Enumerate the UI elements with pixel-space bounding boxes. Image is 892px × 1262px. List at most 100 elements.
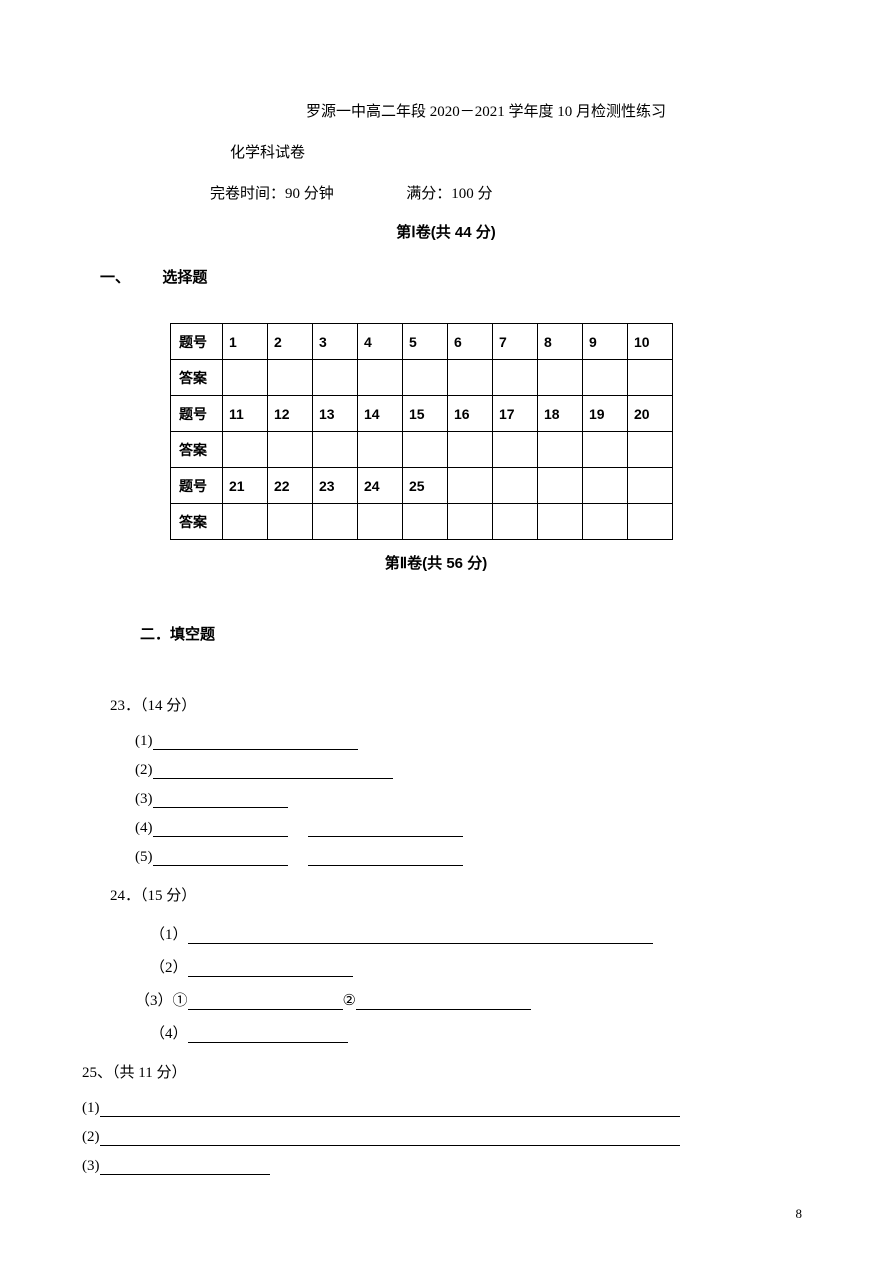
table-cell	[538, 468, 583, 504]
table-cell[interactable]	[403, 504, 448, 540]
answer-blank[interactable]	[188, 962, 353, 977]
answer-blank[interactable]	[188, 995, 343, 1010]
item-label: (1)	[135, 733, 153, 749]
q23-item-4: (4)	[135, 820, 802, 837]
table-cell	[493, 468, 538, 504]
table-cell[interactable]	[448, 432, 493, 468]
item-label: (3)	[82, 1158, 100, 1174]
table-row: 题号 21 22 23 24 25	[171, 468, 673, 504]
table-cell[interactable]	[403, 360, 448, 396]
table-cell: 22	[268, 468, 313, 504]
table-cell[interactable]	[448, 360, 493, 396]
table-cell[interactable]	[223, 360, 268, 396]
item-label: (3)	[135, 791, 153, 807]
table-cell: 1	[223, 324, 268, 360]
item-label: (2)	[135, 762, 153, 778]
table-cell[interactable]	[493, 360, 538, 396]
table-cell: 24	[358, 468, 403, 504]
table-cell[interactable]	[268, 504, 313, 540]
table-cell: 12	[268, 396, 313, 432]
answer-blank[interactable]	[308, 822, 463, 837]
table-cell[interactable]	[493, 432, 538, 468]
table-row: 题号 1 2 3 4 5 6 7 8 9 10	[171, 324, 673, 360]
answer-blank[interactable]	[100, 1102, 680, 1117]
section-one-prefix: 一、	[100, 269, 130, 286]
answer-blank[interactable]	[308, 851, 463, 866]
table-cell[interactable]	[628, 360, 673, 396]
q23-item-2: (2)	[135, 762, 802, 779]
q25-header: 25、（共 11 分）	[82, 1061, 802, 1082]
answer-blank[interactable]	[153, 764, 393, 779]
q25-item-2: (2)	[82, 1129, 802, 1146]
q25-item-1: (1)	[82, 1100, 802, 1117]
row-label-q: 题号	[171, 396, 223, 432]
table-cell[interactable]	[313, 432, 358, 468]
table-cell: 18	[538, 396, 583, 432]
row-label-a: 答案	[171, 432, 223, 468]
q24-header: 24．（15 分）	[110, 884, 802, 905]
table-cell	[448, 468, 493, 504]
table-row: 答案	[171, 432, 673, 468]
answer-blank[interactable]	[100, 1131, 680, 1146]
table-cell: 25	[403, 468, 448, 504]
q23-item-5: (5)	[135, 849, 802, 866]
answer-blank[interactable]	[100, 1160, 270, 1175]
table-cell[interactable]	[268, 360, 313, 396]
answer-table: 题号 1 2 3 4 5 6 7 8 9 10 答案 题号 11 12 13 1…	[170, 323, 673, 540]
item-label-2: ②	[343, 993, 356, 1009]
section-one-label: 选择题	[162, 269, 207, 286]
table-cell[interactable]	[358, 504, 403, 540]
item-label: (2)	[82, 1129, 100, 1145]
answer-blank[interactable]	[153, 735, 358, 750]
table-cell[interactable]	[538, 504, 583, 540]
table-cell: 23	[313, 468, 358, 504]
row-label-q: 题号	[171, 468, 223, 504]
table-row: 答案	[171, 504, 673, 540]
answer-blank[interactable]	[153, 851, 288, 866]
table-cell[interactable]	[583, 360, 628, 396]
item-label: （1）	[150, 927, 188, 943]
q24-item-1: （1）	[150, 923, 802, 944]
answer-blank[interactable]	[153, 822, 288, 837]
table-cell: 4	[358, 324, 403, 360]
table-cell[interactable]	[403, 432, 448, 468]
table-cell[interactable]	[313, 504, 358, 540]
row-label-a: 答案	[171, 504, 223, 540]
table-cell: 20	[628, 396, 673, 432]
table-cell[interactable]	[538, 432, 583, 468]
time-label: 完卷时间：90 分钟	[210, 186, 334, 202]
item-label: （4）	[150, 1026, 188, 1042]
table-cell[interactable]	[628, 432, 673, 468]
table-cell[interactable]	[448, 504, 493, 540]
table-cell: 11	[223, 396, 268, 432]
answer-blank[interactable]	[153, 793, 288, 808]
table-cell[interactable]	[223, 504, 268, 540]
table-cell[interactable]	[268, 432, 313, 468]
score-label: 满分：100 分	[406, 186, 492, 202]
table-cell: 15	[403, 396, 448, 432]
table-row: 答案	[171, 360, 673, 396]
answer-blank[interactable]	[356, 995, 531, 1010]
q24-item-3: （3）①②	[135, 989, 802, 1010]
table-cell[interactable]	[583, 504, 628, 540]
answer-blank[interactable]	[188, 1028, 348, 1043]
table-cell	[583, 468, 628, 504]
table-cell[interactable]	[313, 360, 358, 396]
table-cell[interactable]	[358, 432, 403, 468]
table-cell[interactable]	[493, 504, 538, 540]
item-label: （2）	[150, 960, 188, 976]
table-cell: 6	[448, 324, 493, 360]
table-cell[interactable]	[358, 360, 403, 396]
answer-blank[interactable]	[188, 929, 653, 944]
item-label: (4)	[135, 820, 153, 836]
table-cell[interactable]	[628, 504, 673, 540]
row-label-q: 题号	[171, 324, 223, 360]
item-label: (1)	[82, 1100, 100, 1116]
table-cell[interactable]	[538, 360, 583, 396]
table-cell[interactable]	[583, 432, 628, 468]
table-cell: 14	[358, 396, 403, 432]
section-two-title: 二．填空题	[140, 623, 802, 644]
table-cell[interactable]	[223, 432, 268, 468]
table-cell: 5	[403, 324, 448, 360]
exam-title-line1: 罗源一中高二年段 2020－2021 学年度 10 月检测性练习	[170, 100, 802, 121]
